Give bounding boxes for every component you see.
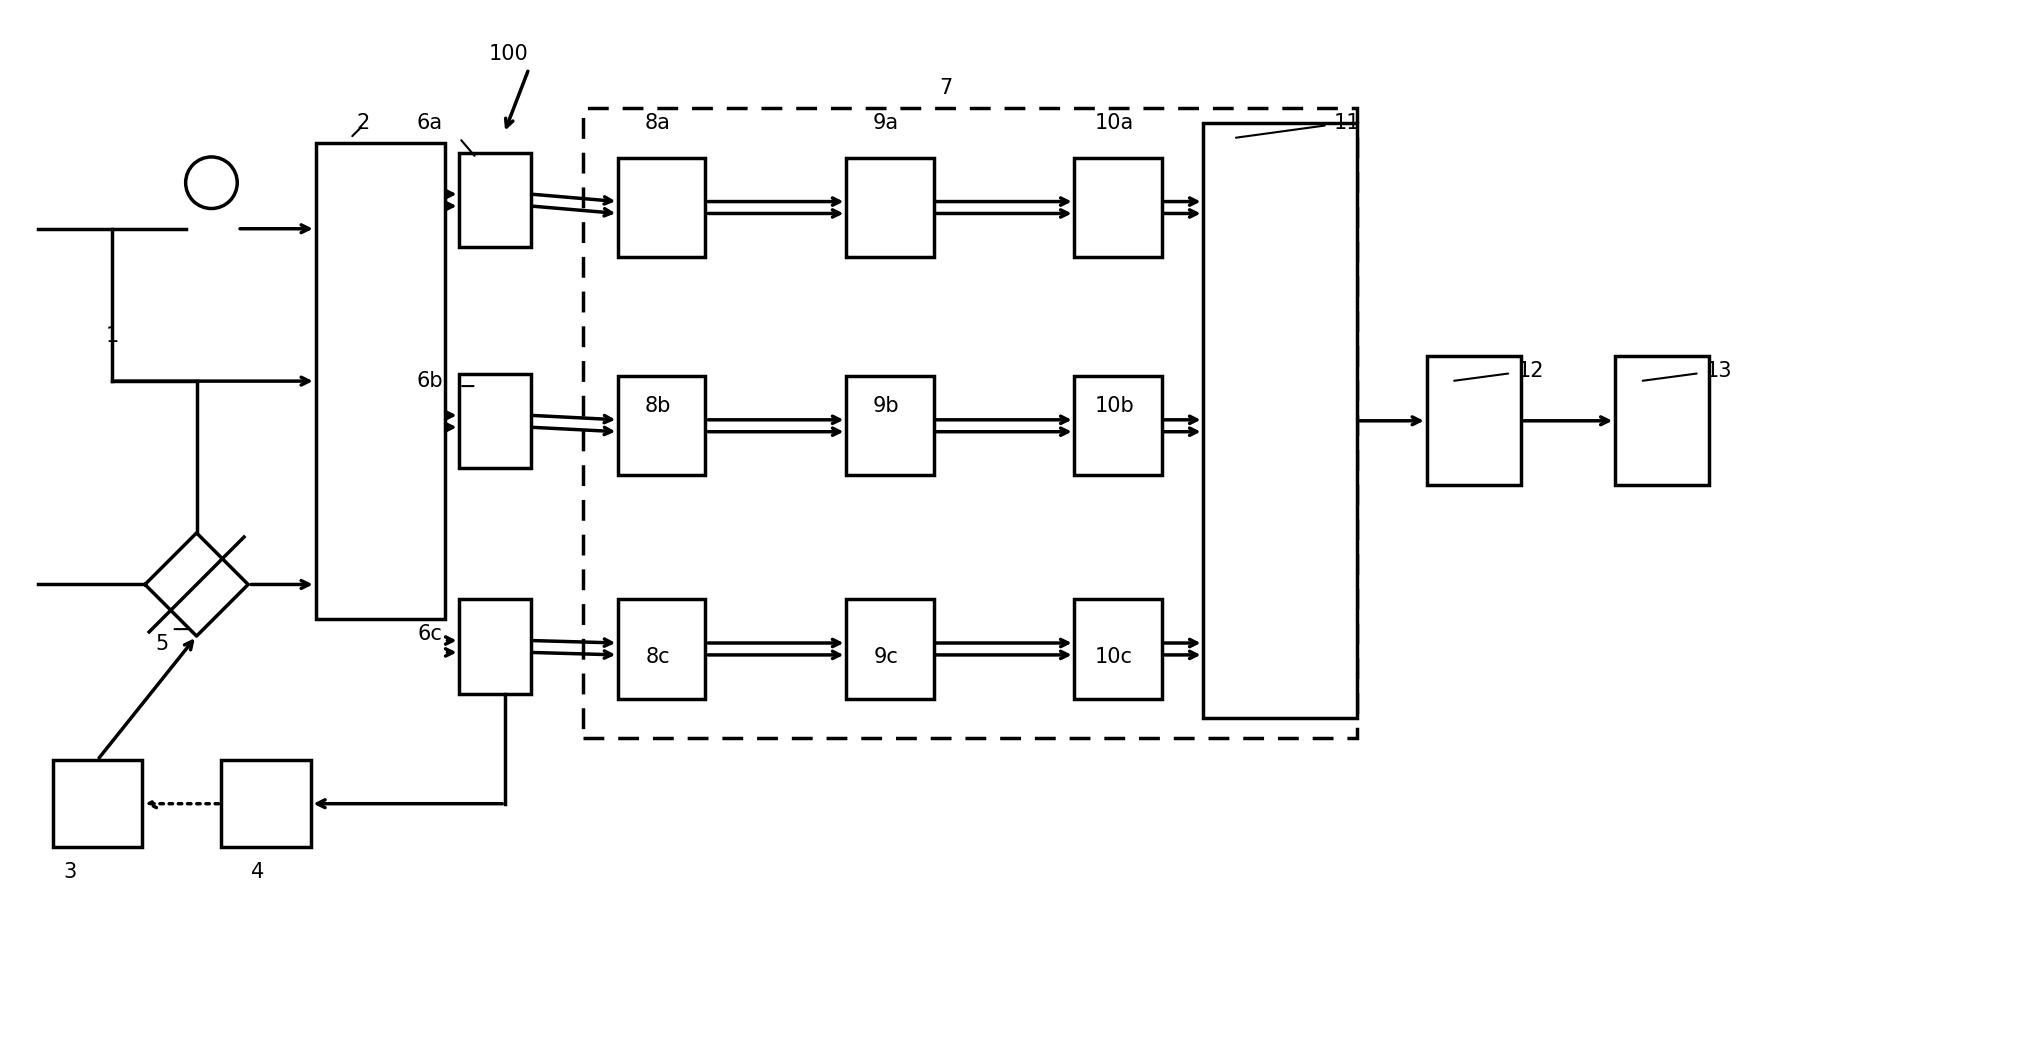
Bar [846, 599, 934, 699]
Text: 2: 2 [357, 113, 369, 133]
Bar [618, 376, 706, 475]
Text: 9b: 9b [872, 396, 900, 416]
Bar [315, 144, 444, 619]
Bar [1427, 357, 1522, 486]
Text: 10a: 10a [1094, 113, 1134, 133]
Bar [618, 158, 706, 257]
Bar [583, 108, 1358, 738]
Text: 6c: 6c [418, 624, 442, 644]
Bar [618, 599, 706, 699]
Text: 9c: 9c [874, 647, 898, 667]
Bar [846, 158, 934, 257]
Bar [846, 376, 934, 475]
Text: 8b: 8b [644, 396, 672, 416]
Bar [1074, 376, 1162, 475]
Text: 11: 11 [1334, 113, 1360, 133]
Text: 13: 13 [1705, 361, 1733, 382]
Text: 3: 3 [63, 862, 77, 882]
Text: 8a: 8a [646, 113, 670, 133]
Text: 8c: 8c [646, 647, 670, 667]
Text: 12: 12 [1518, 361, 1544, 382]
Bar [1614, 357, 1709, 486]
Bar [460, 599, 531, 694]
Text: 1: 1 [105, 327, 119, 346]
Bar [1074, 599, 1162, 699]
Bar [460, 374, 531, 468]
Bar [1203, 123, 1358, 719]
Text: 9a: 9a [874, 113, 900, 133]
Text: 6b: 6b [416, 371, 444, 391]
Text: 4: 4 [252, 862, 264, 882]
Bar [1074, 158, 1162, 257]
Bar [52, 760, 141, 848]
Bar [222, 760, 311, 848]
Text: 10b: 10b [1094, 396, 1134, 416]
Text: 6a: 6a [416, 113, 442, 133]
Text: 5: 5 [155, 634, 167, 654]
Text: 100: 100 [488, 44, 529, 63]
Text: 10c: 10c [1096, 647, 1134, 667]
Bar [460, 153, 531, 248]
Text: 7: 7 [938, 78, 952, 99]
